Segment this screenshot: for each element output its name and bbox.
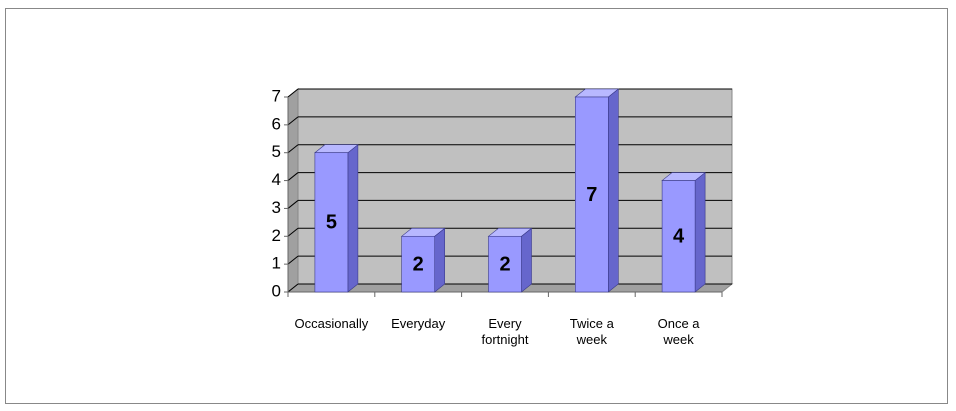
bar	[488, 235, 522, 293]
grid-line-side	[287, 283, 299, 293]
bar-side	[434, 227, 446, 293]
bar	[661, 180, 696, 293]
grid-line-side	[287, 144, 299, 154]
x-tick-label: Every fortnight	[481, 316, 529, 347]
grid-line-side	[287, 255, 299, 265]
grid-line-side	[287, 116, 299, 126]
bar-side	[607, 88, 619, 293]
data-label: 4	[673, 226, 685, 248]
data-label: 5	[326, 212, 337, 234]
y-tick-label: 2	[272, 226, 281, 245]
y-tick-label: 3	[272, 198, 281, 217]
x-tick-label: Occasionally	[294, 316, 369, 331]
y-tick-label: 6	[272, 114, 281, 133]
y-tick-label: 0	[272, 281, 281, 300]
grid-line-side	[287, 227, 299, 237]
bar	[574, 96, 609, 293]
data-label: 2	[499, 253, 510, 275]
grid-line-side	[287, 88, 299, 98]
bar-side	[347, 144, 359, 293]
x-tick-label: Twice a week	[569, 316, 614, 347]
bar	[314, 152, 349, 293]
bar-side	[694, 171, 706, 293]
data-label: 2	[413, 253, 424, 275]
data-label: 7	[586, 184, 597, 206]
y-tick-label: 4	[272, 170, 281, 189]
x-tick-label: Once a week	[657, 316, 700, 347]
side-wall	[287, 87, 299, 294]
y-tick-label: 5	[272, 142, 281, 161]
grid-line-side	[287, 172, 299, 181]
bar-side	[521, 227, 532, 293]
grid-line-side	[287, 200, 299, 209]
y-tick-label: 1	[272, 254, 281, 273]
x-tick-label: Everyday	[391, 316, 446, 331]
bar	[401, 235, 436, 293]
y-tick-label: 7	[272, 86, 281, 105]
